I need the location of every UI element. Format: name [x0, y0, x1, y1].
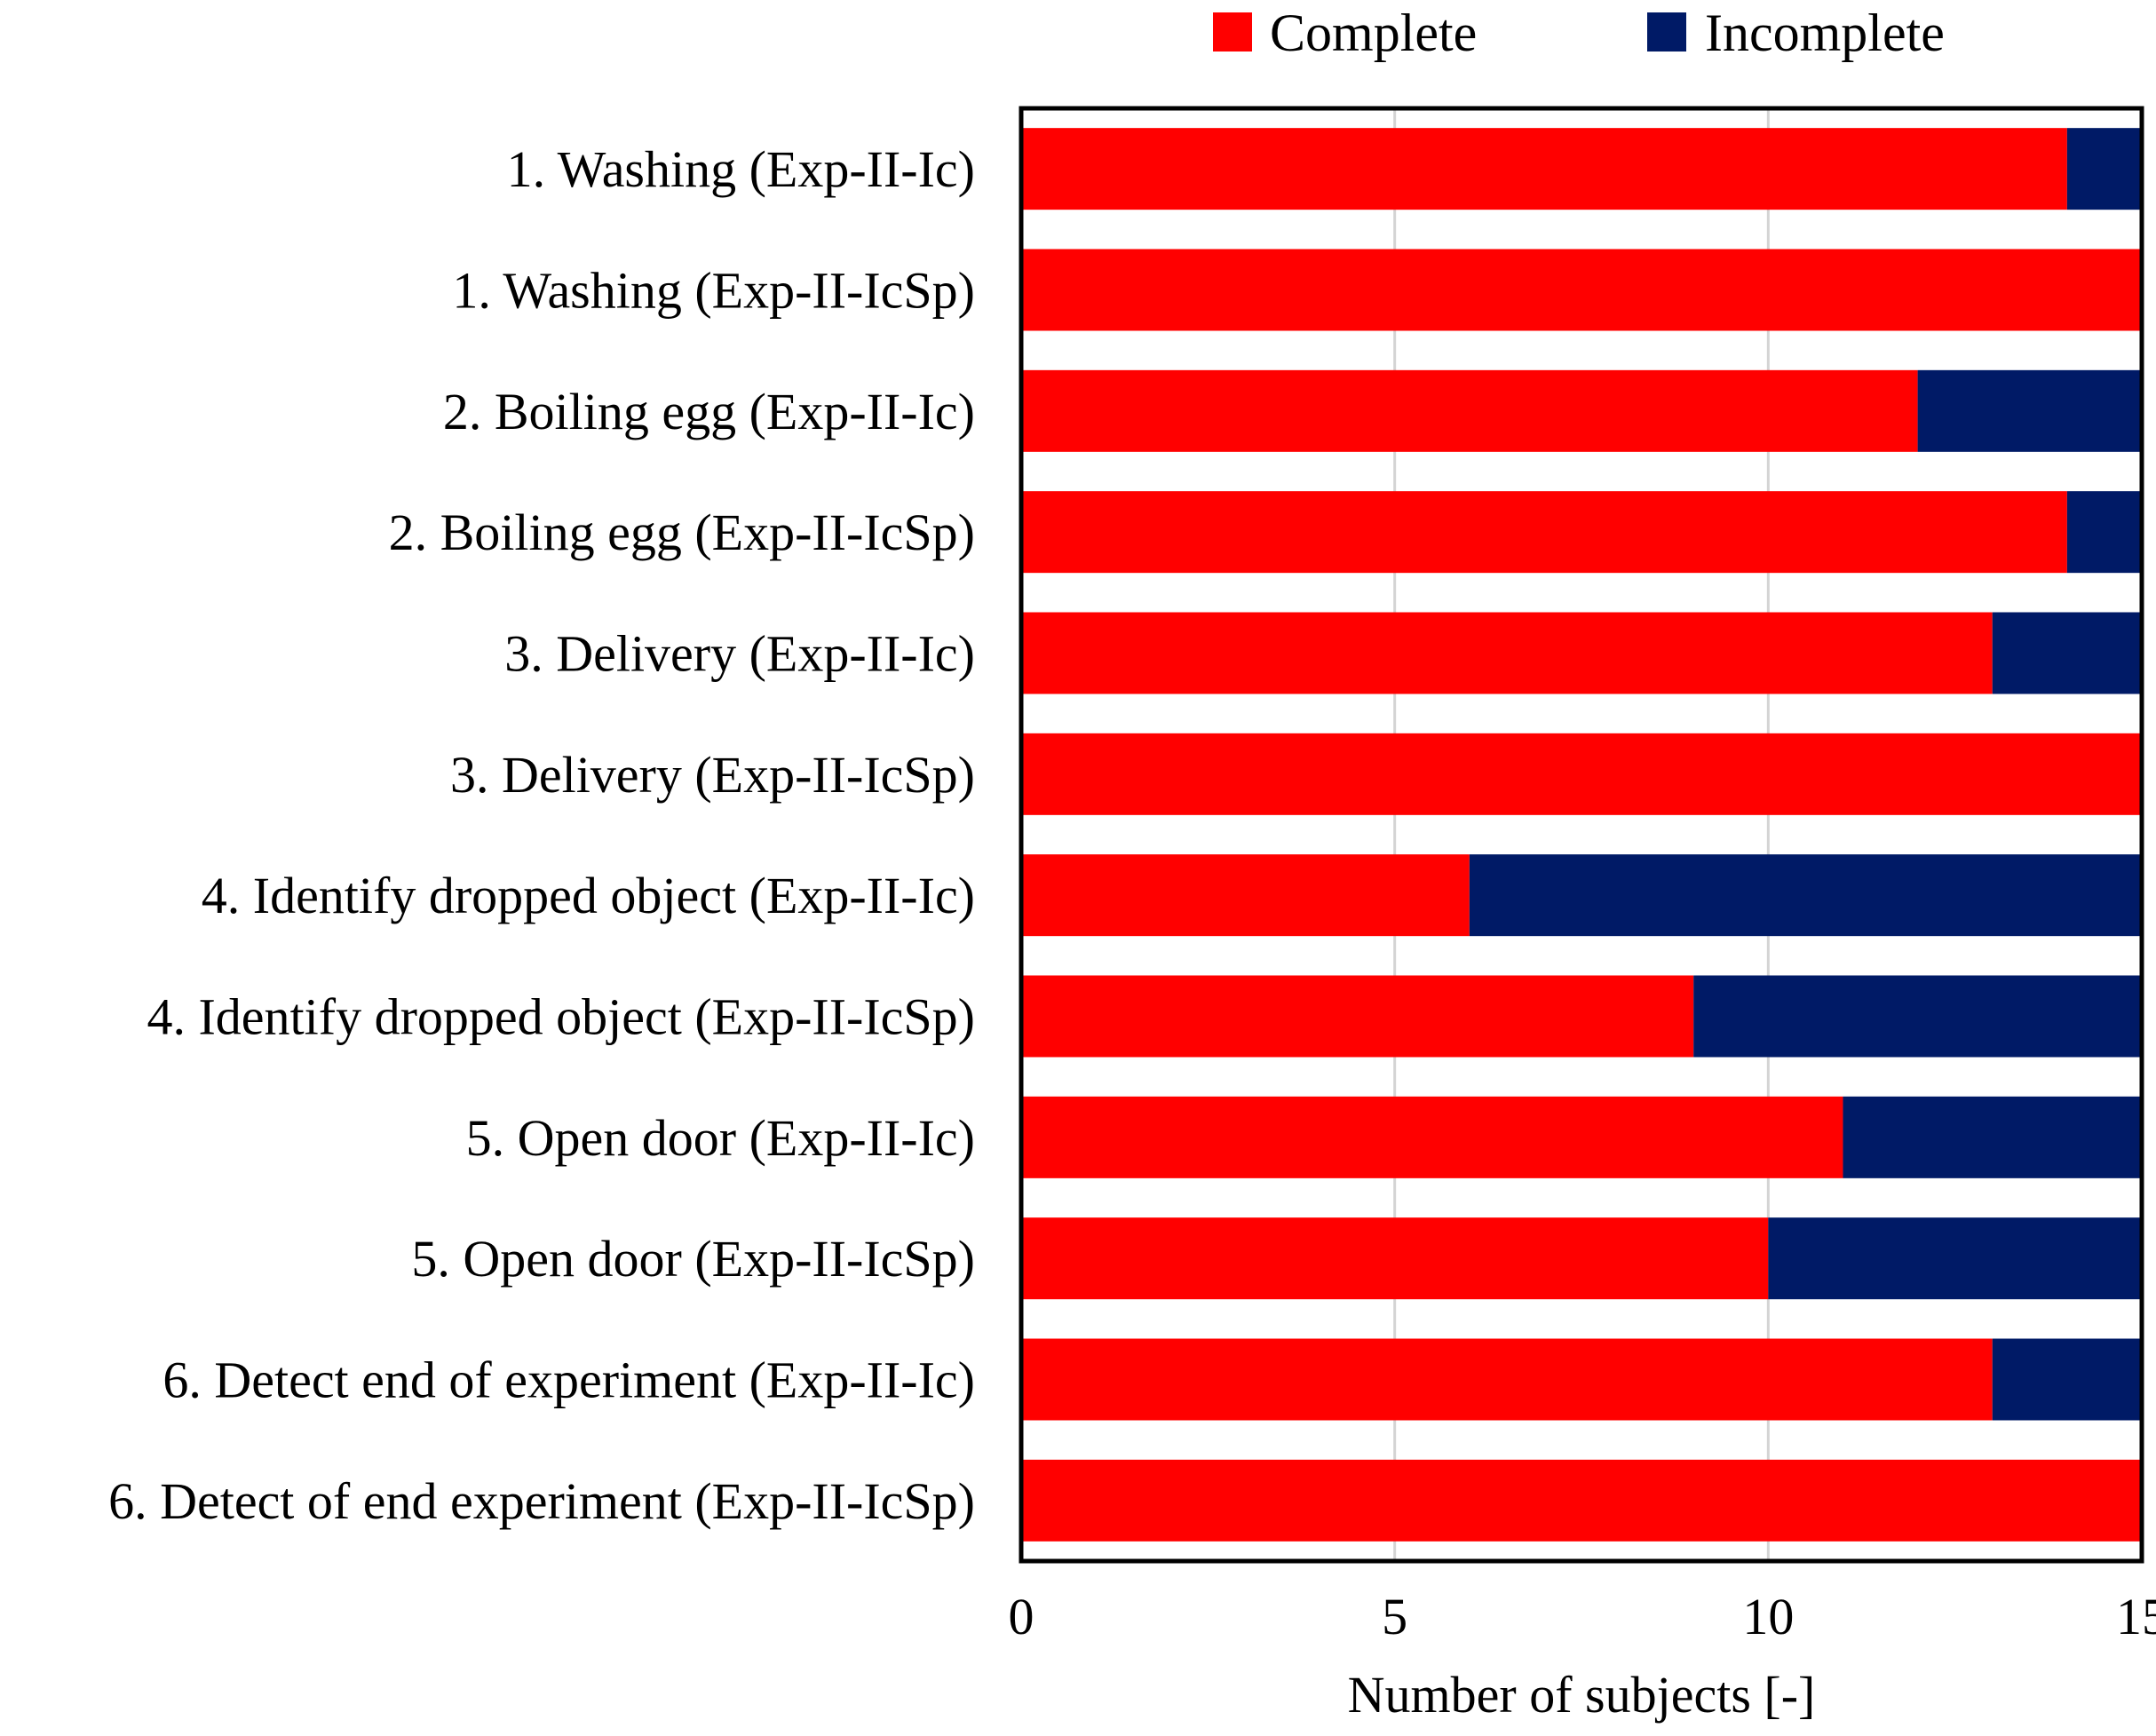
bar-complete-12 [1021, 1459, 2142, 1542]
plot-frame [1019, 106, 2144, 1564]
bars [1021, 128, 2142, 1542]
bar-incomplete-11 [1992, 1338, 2142, 1421]
bar-incomplete-1 [2066, 128, 2142, 210]
bar-complete-2 [1021, 249, 2142, 331]
bar-complete-4 [1021, 491, 2067, 574]
category-label-3: 2. Boiling egg (Exp-II-Ic) [443, 383, 975, 440]
bar-complete-9 [1021, 1096, 1843, 1178]
bar-complete-6 [1021, 733, 2142, 815]
category-label-12: 6. Detect of end experiment (Exp-II-IcSp… [108, 1472, 975, 1530]
legend-swatch-incomplete [1647, 12, 1686, 52]
category-label-1: 1. Washing (Exp-II-Ic) [507, 140, 975, 198]
bar-complete-3 [1021, 369, 1918, 452]
legend-swatch-complete [1213, 12, 1252, 52]
legend: Complete Incomplete [1213, 4, 1945, 62]
grid-lines [1393, 108, 1770, 1561]
category-labels: 1. Washing (Exp-II-Ic) 1. Washing (Exp-II… [108, 140, 975, 1530]
category-label-5: 3. Delivery (Exp-II-Ic) [504, 625, 975, 683]
legend-label-incomplete: Incomplete [1705, 4, 1945, 62]
x-tick-label-15: 15 [2116, 1588, 2156, 1645]
x-tick-labels: 0 5 10 15 [1009, 1588, 2156, 1645]
bar-incomplete-5 [1992, 612, 2142, 694]
bar-complete-7 [1021, 854, 1470, 937]
bar-complete-1 [1021, 128, 2067, 210]
category-label-9: 5. Open door (Exp-II-Ic) [466, 1109, 975, 1167]
category-label-7: 4. Identify dropped object (Exp-II-Ic) [202, 867, 975, 924]
category-label-2: 1. Washing (Exp-II-IcSp) [452, 262, 975, 320]
bar-complete-8 [1021, 975, 1694, 1058]
bar-incomplete-8 [1693, 975, 2142, 1058]
bar-complete-11 [1021, 1338, 1993, 1421]
x-axis-title: Number of subjects [-] [1348, 1666, 1816, 1724]
legend-label-complete: Complete [1270, 4, 1477, 62]
category-label-6: 3. Delivery (Exp-II-IcSp) [450, 746, 975, 804]
bar-incomplete-9 [1843, 1096, 2142, 1178]
bar-incomplete-7 [1469, 854, 2142, 937]
bar-incomplete-3 [1917, 369, 2142, 452]
bar-complete-10 [1021, 1217, 1769, 1300]
x-tick-label-10: 10 [1742, 1588, 1794, 1645]
bar-incomplete-4 [2066, 491, 2142, 574]
category-label-11: 6. Detect end of experiment (Exp-II-Ic) [162, 1352, 975, 1409]
category-label-4: 2. Boiling egg (Exp-II-IcSp) [389, 503, 975, 561]
x-tick-label-5: 5 [1382, 1588, 1407, 1645]
x-tick-label-0: 0 [1009, 1588, 1034, 1645]
bar-complete-5 [1021, 612, 1993, 694]
category-label-10: 5. Open door (Exp-II-IcSp) [411, 1230, 975, 1288]
bar-incomplete-10 [1768, 1217, 2142, 1300]
category-label-8: 4. Identify dropped object (Exp-II-IcSp) [147, 988, 975, 1046]
